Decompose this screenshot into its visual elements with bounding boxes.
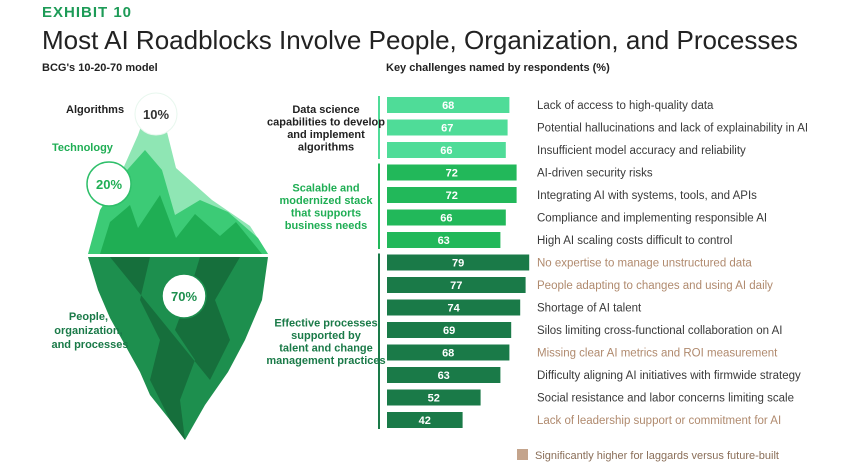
technology-label: Technology xyxy=(52,142,114,154)
group-label-line: supported by xyxy=(291,330,362,342)
bar-value-label: 79 xyxy=(452,258,464,270)
bar xyxy=(387,322,512,338)
bar xyxy=(387,277,526,293)
bar-value-label: 77 xyxy=(450,280,462,292)
bar-value-label: 74 xyxy=(447,303,460,315)
bar-category-label: Integrating AI with systems, tools, and … xyxy=(537,190,757,202)
bar-value-label: 42 xyxy=(419,415,431,427)
group-label-line: that supports xyxy=(291,208,361,220)
bar-category-label: Insufficient model accuracy and reliabil… xyxy=(537,145,746,157)
bar-category-label: Social resistance and labor concerns lim… xyxy=(537,393,794,405)
group-label: Data science capabilities to develop and i… xyxy=(267,104,385,154)
bar-category-label: Lack of leadership support or commitment… xyxy=(537,415,781,427)
iceberg-bottom-shade xyxy=(110,257,240,440)
group-label-line: modernized stack xyxy=(280,195,374,207)
bar-value-label: 63 xyxy=(438,235,450,247)
bar-value-label: 72 xyxy=(446,168,458,180)
bar xyxy=(387,412,463,428)
people-label-line-1: People, xyxy=(69,311,108,323)
bar-value-label: 63 xyxy=(438,370,450,382)
chart-title: Most AI Roadblocks Involve People, Organ… xyxy=(42,25,798,55)
people-label-line-2: organization, xyxy=(54,325,122,337)
bar-value-label: 52 xyxy=(428,393,440,405)
iceberg-illustration xyxy=(88,95,268,440)
bar-category-label: Shortage of AI talent xyxy=(537,303,642,315)
group-label-line: Data science xyxy=(292,104,359,116)
bar xyxy=(387,187,517,203)
model-subtitle: BCG's 10-20-70 model xyxy=(42,62,158,74)
bar-category-label: High AI scaling costs difficult to contr… xyxy=(537,235,732,247)
bar xyxy=(387,232,501,248)
bar xyxy=(387,119,508,136)
bar-value-label: 68 xyxy=(442,348,454,360)
people-circle xyxy=(161,273,207,319)
bar xyxy=(387,299,521,316)
bar-value-label: 68 xyxy=(442,100,454,112)
algorithms-pct: 10% xyxy=(143,107,169,122)
iceberg-top-shade xyxy=(100,195,262,254)
bar xyxy=(387,367,501,383)
exhibit-label: EXHIBIT 10 xyxy=(42,4,133,21)
technology-pct: 20% xyxy=(96,177,122,192)
bar-category-label: People adapting to changes and using AI … xyxy=(537,280,773,292)
group-label-line: algorithms xyxy=(298,141,354,153)
bar-category-label: Missing clear AI metrics and ROI measure… xyxy=(537,348,778,360)
group-label-line: management practices xyxy=(266,355,385,367)
algorithms-circle xyxy=(134,92,178,136)
chart-subtitle: Key challenges named by respondents (%) xyxy=(386,62,610,74)
bar-category-label: No expertise to manage unstructured data xyxy=(537,258,752,270)
bar xyxy=(387,389,481,406)
bar-category-label: Difficulty aligning AI initiatives with … xyxy=(537,370,801,382)
bar-category-label: AI-driven security risks xyxy=(537,168,653,180)
bar xyxy=(387,344,510,361)
algorithms-label: Algorithms xyxy=(66,104,124,116)
bar-value-label: 67 xyxy=(441,123,453,135)
legend-swatch xyxy=(517,449,528,460)
legend-text: Significantly higher for laggards versus… xyxy=(535,450,779,462)
bar-category-label: Compliance and implementing responsible … xyxy=(537,213,767,225)
group-label-line: business needs xyxy=(285,220,368,232)
bar xyxy=(387,97,510,113)
group-label: Effective processes supported by talent an… xyxy=(266,318,385,368)
technology-circle xyxy=(86,161,132,207)
group-label-line: talent and change xyxy=(279,343,373,355)
bar-category-label: Lack of access to high-quality data xyxy=(537,100,714,112)
people-label: People, organization, and processes xyxy=(51,311,128,351)
bar xyxy=(387,164,517,181)
bar xyxy=(387,209,506,226)
bar xyxy=(387,254,530,271)
group-label-line: Scalable and xyxy=(292,183,359,195)
group-label-line: and implement xyxy=(287,129,365,141)
bar-value-label: 66 xyxy=(440,145,452,157)
people-label-line-3: and processes xyxy=(51,339,128,351)
bar-chart: Data science capabilities to develop and i… xyxy=(266,96,808,429)
bar-value-label: 72 xyxy=(446,190,458,202)
bar-value-label: 69 xyxy=(443,325,455,337)
group-label: Scalable and modernized stack that support… xyxy=(280,183,374,233)
bar-value-label: 66 xyxy=(440,213,452,225)
bar-category-label: Silos limiting cross-functional collabor… xyxy=(537,325,782,337)
bar xyxy=(387,142,506,158)
group-label-line: capabilities to develop xyxy=(267,116,385,128)
people-pct: 70% xyxy=(171,289,197,304)
bar-category-label: Potential hallucinations and lack of exp… xyxy=(537,123,808,135)
group-label-line: Effective processes xyxy=(274,318,377,330)
